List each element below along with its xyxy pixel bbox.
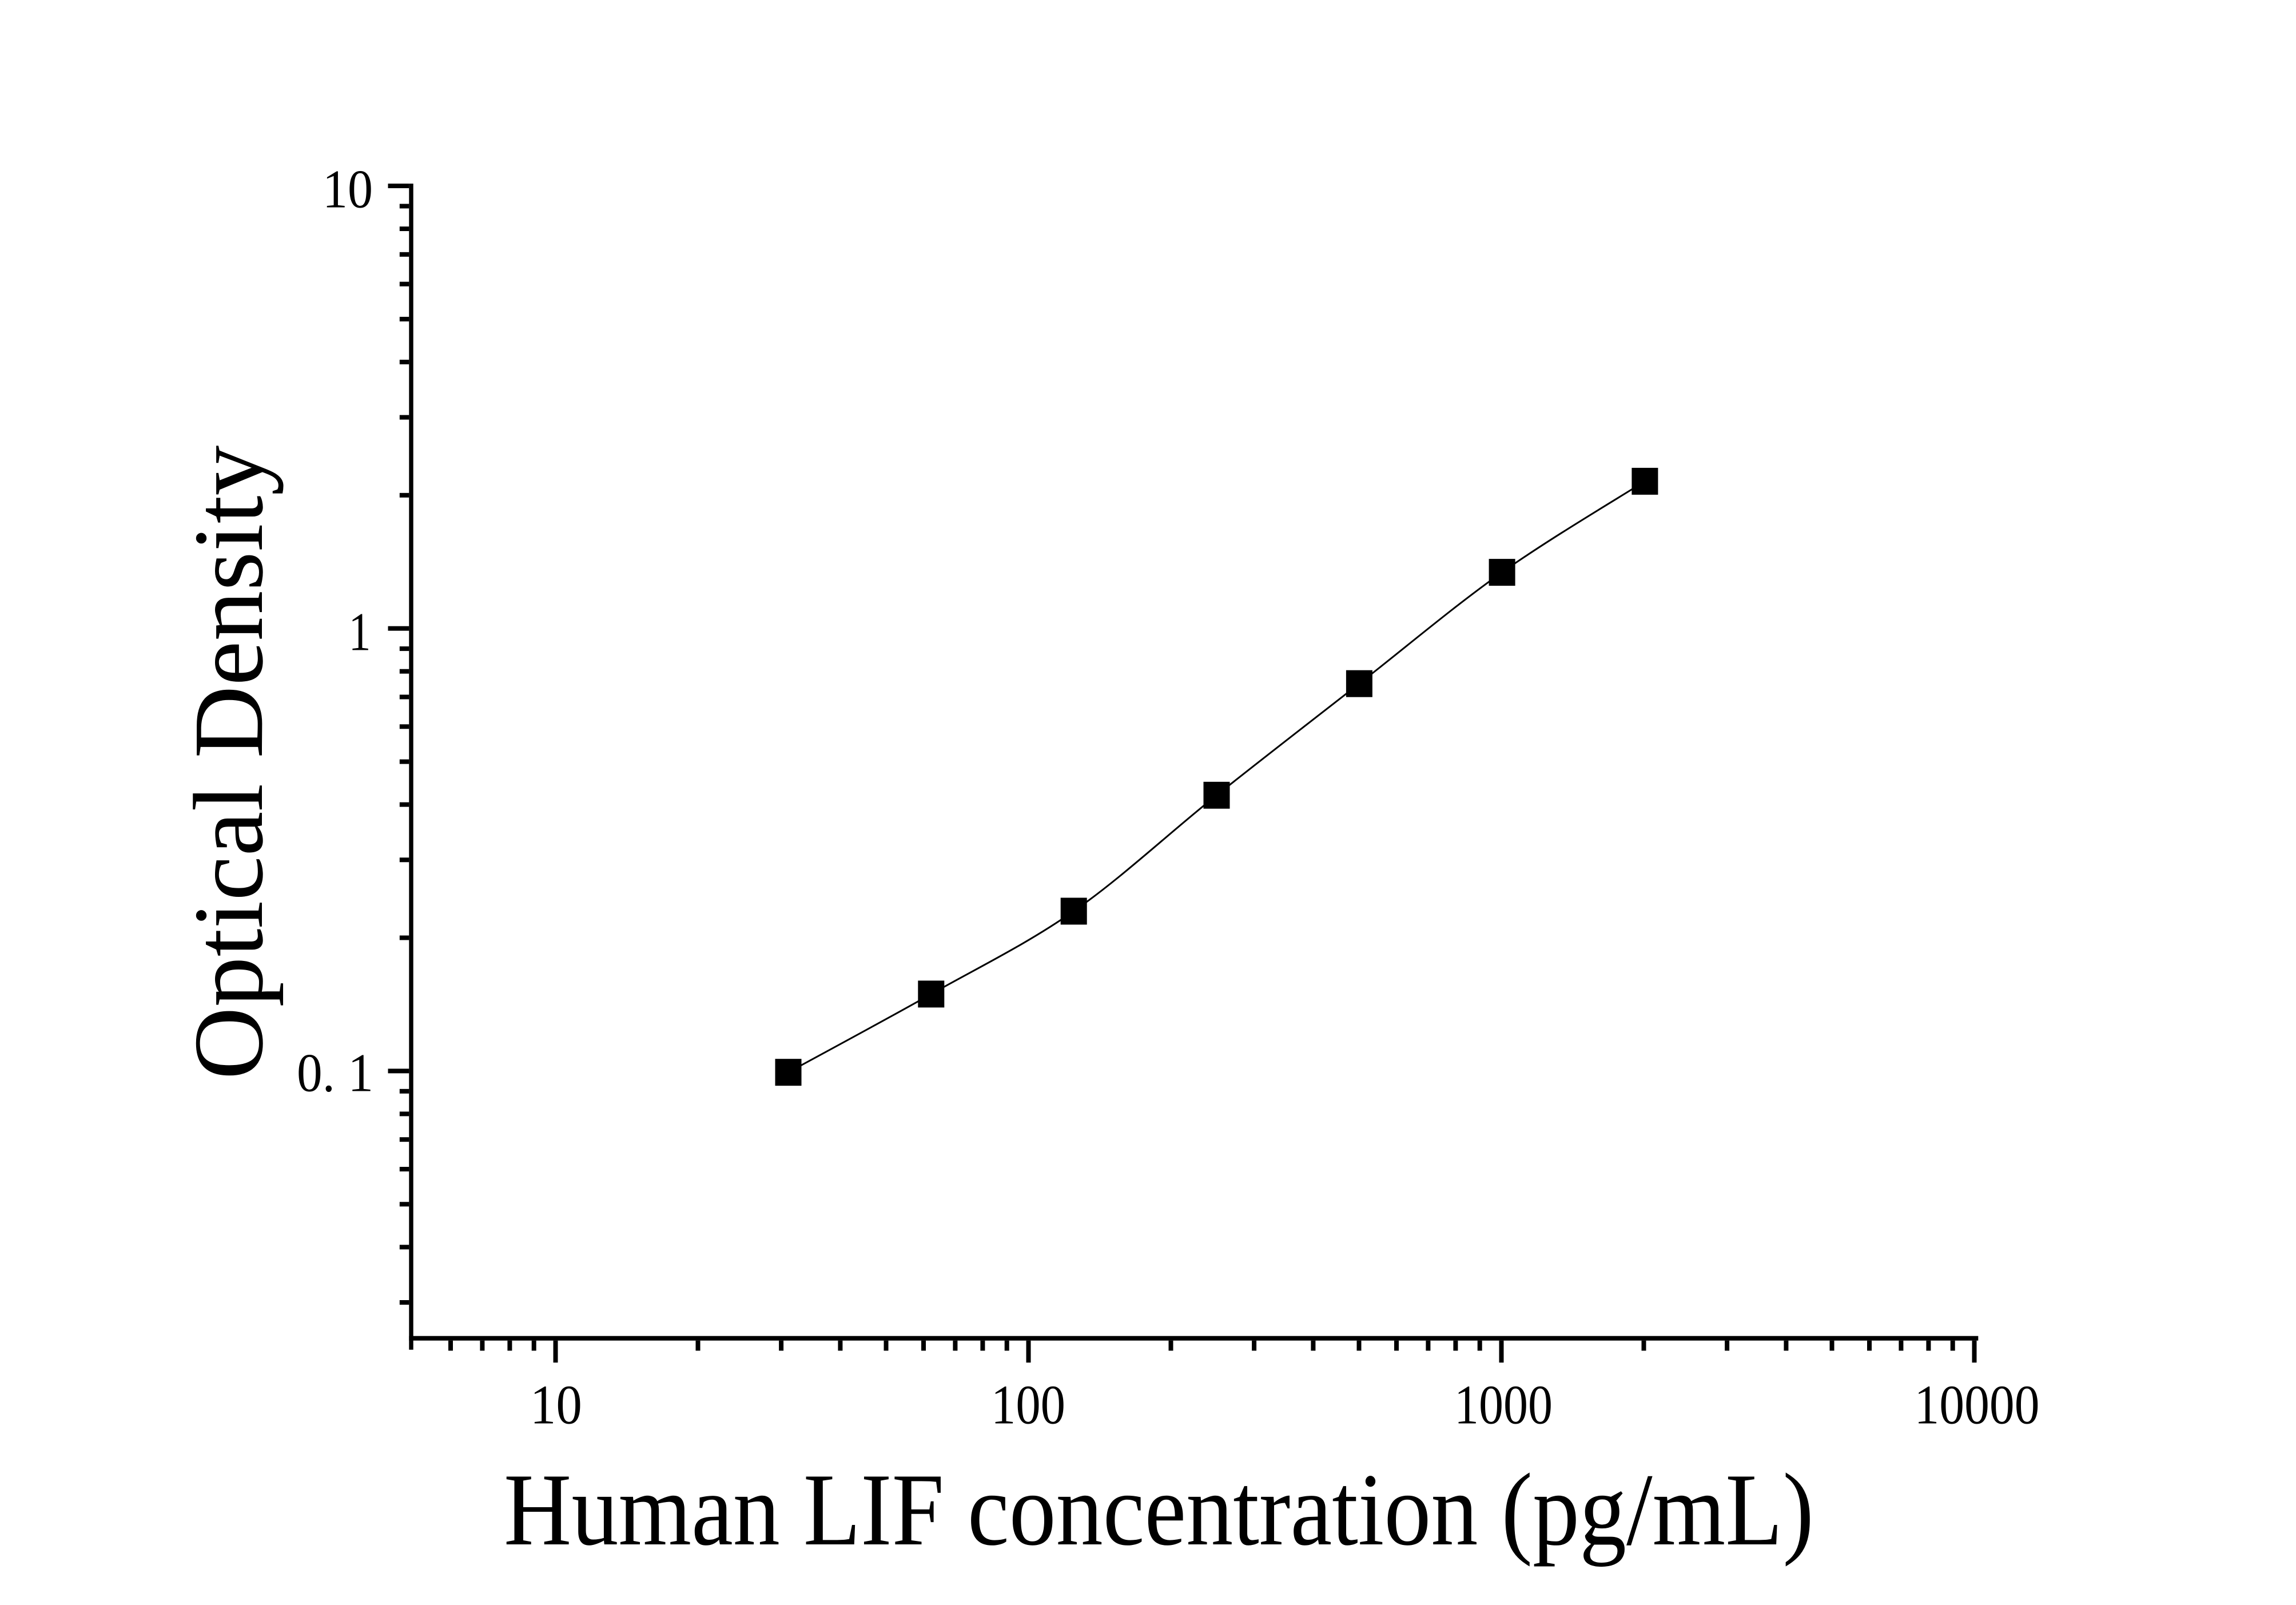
svg-text:1000: 1000 xyxy=(1454,1374,1553,1436)
svg-text:1: 1 xyxy=(349,601,371,662)
svg-text:Optical Density: Optical Density xyxy=(173,445,284,1079)
svg-text:0. 1: 0. 1 xyxy=(297,1043,373,1103)
svg-text:Human LIF concentration (pg/mL: Human LIF concentration (pg/mL) xyxy=(504,1453,1814,1567)
svg-text:10: 10 xyxy=(323,159,373,220)
svg-text:100: 100 xyxy=(991,1374,1065,1436)
svg-text:10: 10 xyxy=(530,1374,582,1436)
svg-text:10000: 10000 xyxy=(1915,1374,2040,1436)
